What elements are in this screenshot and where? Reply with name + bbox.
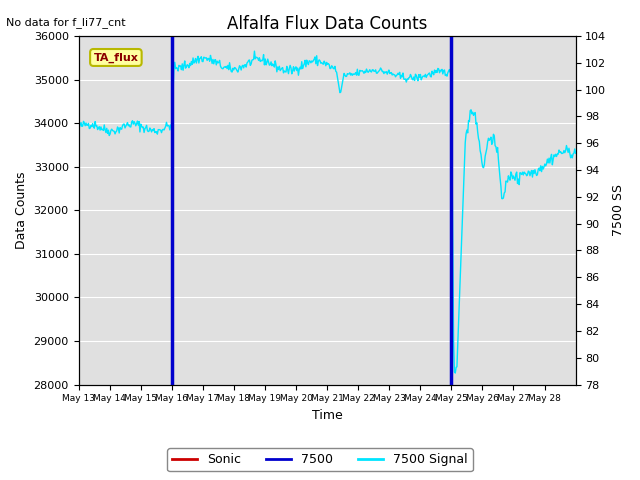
Text: TA_flux: TA_flux bbox=[93, 52, 138, 62]
Y-axis label: 7500 SS: 7500 SS bbox=[612, 184, 625, 236]
Text: No data for f_li77_cnt: No data for f_li77_cnt bbox=[6, 17, 126, 28]
Title: Alfalfa Flux Data Counts: Alfalfa Flux Data Counts bbox=[227, 15, 428, 33]
Y-axis label: Data Counts: Data Counts bbox=[15, 171, 28, 249]
X-axis label: Time: Time bbox=[312, 409, 342, 422]
Legend: Sonic, 7500, 7500 Signal: Sonic, 7500, 7500 Signal bbox=[167, 448, 473, 471]
